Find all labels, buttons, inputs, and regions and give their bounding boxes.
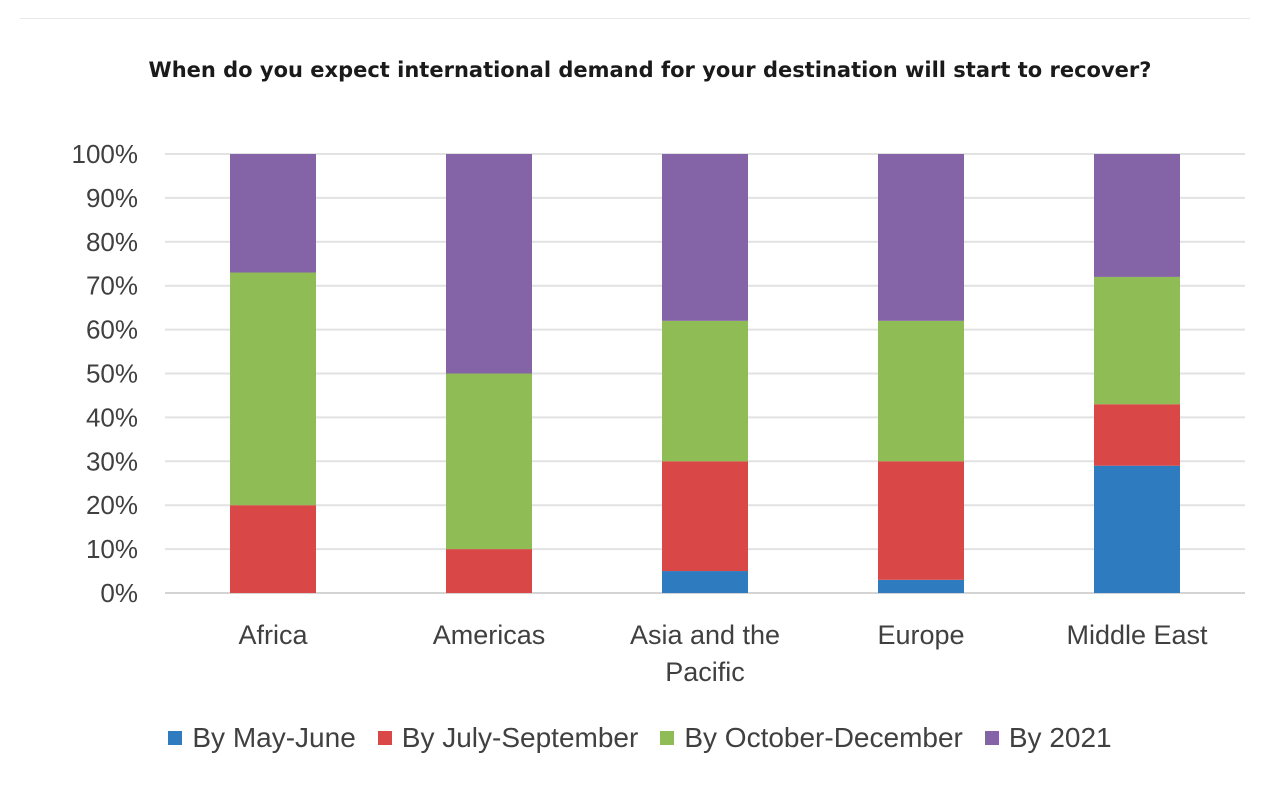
legend-swatch-2021 xyxy=(984,731,999,745)
bar-asia-and-the-pacific-by-july-september xyxy=(662,461,748,572)
x-axis-categories: Africa Americas Asia and the Pacific Europe M… xyxy=(238,620,1208,687)
legend-item-october-december: By October-December xyxy=(660,722,963,754)
bar-africa-by-july-september xyxy=(230,505,316,593)
legend-swatch-may-june xyxy=(168,731,183,745)
x-category-americas: Americas xyxy=(433,620,546,650)
x-category-asia-and-the-pacific: Asia and the Pacific xyxy=(630,620,780,687)
bar-middle-east-by-may-june xyxy=(1094,465,1180,593)
bar-africa-by-2021 xyxy=(230,154,316,273)
y-tick-30: 30% xyxy=(86,446,138,476)
x-category-africa: Africa xyxy=(238,620,308,650)
bar-americas-by-july-september xyxy=(446,549,532,593)
legend-swatch-july-september xyxy=(377,731,392,745)
bar-middle-east-by-2021 xyxy=(1094,154,1180,277)
legend-swatch-october-december xyxy=(660,731,675,745)
legend-item-july-september: By July-September xyxy=(377,722,639,754)
legend-item-may-june: By May-June xyxy=(168,722,356,754)
y-tick-90: 90% xyxy=(86,183,138,213)
bar-europe-by-may-june xyxy=(878,579,964,593)
bar-middle-east-by-july-september xyxy=(1094,404,1180,466)
legend-label-may-june: By May-June xyxy=(192,722,356,753)
y-tick-10: 10% xyxy=(86,534,138,564)
bar-asia-and-the-pacific-by-may-june xyxy=(662,571,748,593)
y-tick-70: 70% xyxy=(86,271,138,301)
x-category-europe: Europe xyxy=(877,620,964,650)
y-tick-20: 20% xyxy=(86,490,138,520)
y-tick-40: 40% xyxy=(86,402,138,432)
y-tick-50: 50% xyxy=(86,359,138,389)
legend-label-july-september: By July-September xyxy=(401,722,639,753)
bar-europe-by-july-september xyxy=(878,461,964,580)
stacked-bar-chart: 0% 10% 20% 30% 40% 50% 60% 70% 80% 90% 100% Africa… xyxy=(72,139,1245,687)
legend-label-october-december: By October-December xyxy=(684,722,963,753)
x-category-middle-east: Middle East xyxy=(1066,620,1208,650)
y-tick-0: 0% xyxy=(100,578,138,608)
legend-item-2021: By 2021 xyxy=(984,722,1112,754)
y-axis-ticks: 0% 10% 20% 30% 40% 50% 60% 70% 80% 90% 100% xyxy=(72,139,139,608)
legend-label-2021: By 2021 xyxy=(1008,722,1112,753)
y-tick-80: 80% xyxy=(86,227,138,257)
y-tick-100: 100% xyxy=(72,139,139,169)
bar-asia-and-the-pacific-by-2021 xyxy=(662,154,748,321)
legend: By May-June By July-September By October… xyxy=(0,722,1280,754)
bar-asia-and-the-pacific-by-october-december xyxy=(662,320,748,462)
top-divider xyxy=(20,18,1250,19)
bar-europe-by-october-december xyxy=(878,320,964,462)
y-tick-60: 60% xyxy=(86,315,138,345)
bar-africa-by-october-december xyxy=(230,272,316,506)
chart-title: When do you expect international demand … xyxy=(148,58,1152,82)
bar-americas-by-october-december xyxy=(446,373,532,550)
bar-stacks xyxy=(230,154,1180,593)
bar-middle-east-by-october-december xyxy=(1094,276,1180,405)
bar-americas-by-2021 xyxy=(446,154,532,374)
bar-europe-by-2021 xyxy=(878,154,964,321)
